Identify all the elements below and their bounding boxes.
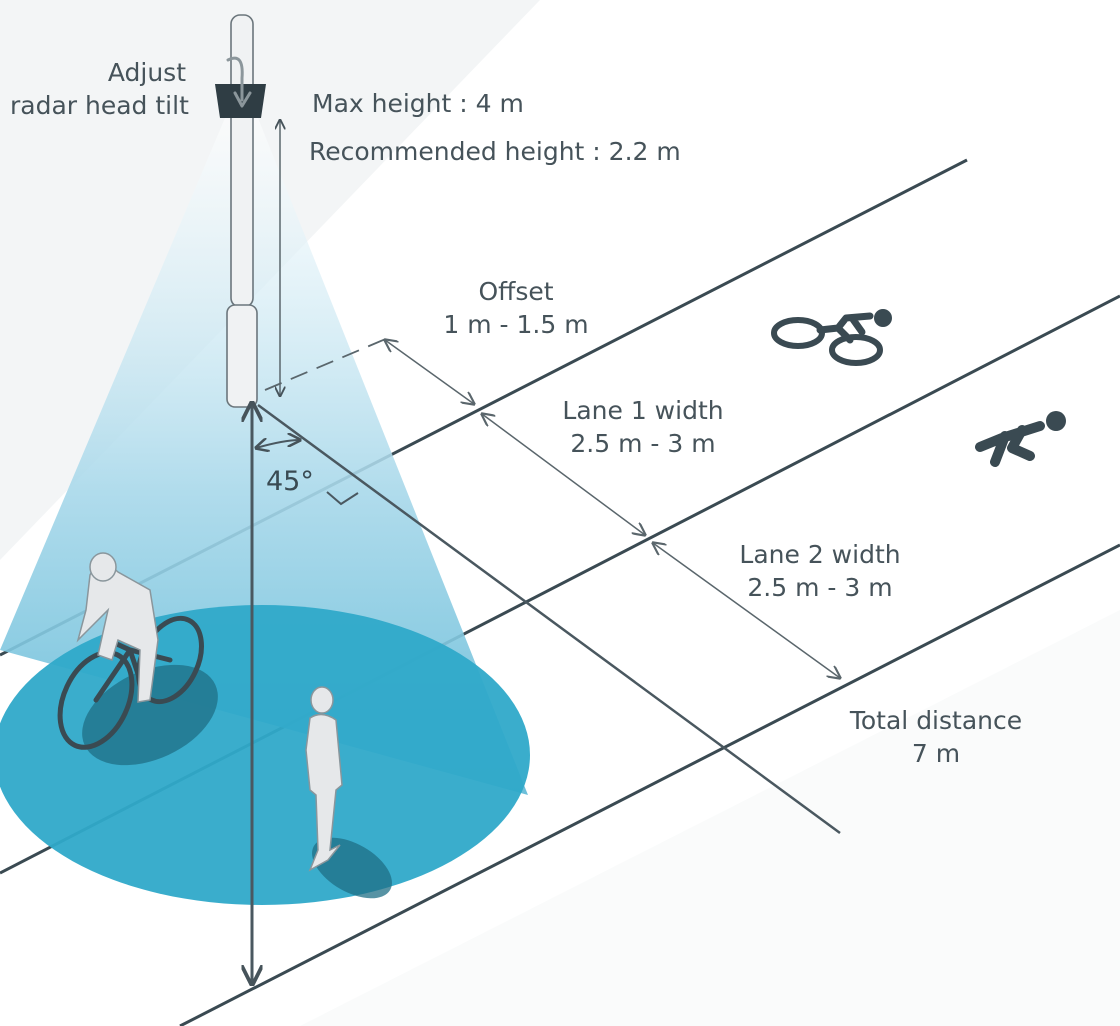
recommended-height-label: Recommended height : 2.2 m	[309, 137, 681, 166]
total-distance-value: 7 m	[911, 738, 961, 768]
pedestrian-figure	[305, 686, 343, 872]
total-distance-title: Total distance	[849, 706, 1023, 735]
right-angle-mark	[326, 491, 359, 506]
tilt-label-line2: radar head tilt	[10, 90, 189, 120]
tilt-label-line1: Adjust	[107, 58, 186, 87]
lane2-label: Lane 2 width 2.5 m - 3 m	[720, 539, 920, 604]
offset-value: 1 m - 1.5 m	[443, 309, 589, 339]
lane2-value: 2.5 m - 3 m	[747, 572, 893, 602]
lane1-dimension	[482, 414, 645, 535]
lane1-label: Lane 1 width 2.5 m - 3 m	[543, 395, 743, 460]
lane2-title: Lane 2 width	[739, 540, 901, 569]
angle-label: 45°	[266, 466, 314, 497]
pole-lower	[226, 304, 258, 408]
detection-zone	[0, 605, 530, 905]
pedestrian-icon	[975, 411, 1066, 467]
cyclist-figure	[57, 552, 204, 750]
lane2-dimension	[653, 543, 840, 678]
beam-axis-line	[257, 403, 841, 835]
bicycle-icon	[771, 309, 892, 366]
offset-dimension	[385, 340, 474, 404]
road-edge-line	[179, 543, 1120, 1026]
total-distance-label: Total distance 7 m	[826, 705, 1046, 770]
lane1-value: 2.5 m - 3 m	[570, 428, 716, 458]
lane1-title: Lane 1 width	[562, 396, 724, 425]
background-pane	[300, 610, 1120, 1026]
offset-title: Offset	[478, 277, 554, 306]
max-height-label: Max height : 4 m	[312, 89, 524, 118]
tilt-label: Adjust radar head tilt	[10, 57, 189, 122]
tilt-icon	[226, 56, 252, 108]
angle-arc	[256, 440, 300, 448]
offset-label: Offset 1 m - 1.5 m	[416, 276, 616, 341]
offset-projection-line	[264, 337, 389, 391]
